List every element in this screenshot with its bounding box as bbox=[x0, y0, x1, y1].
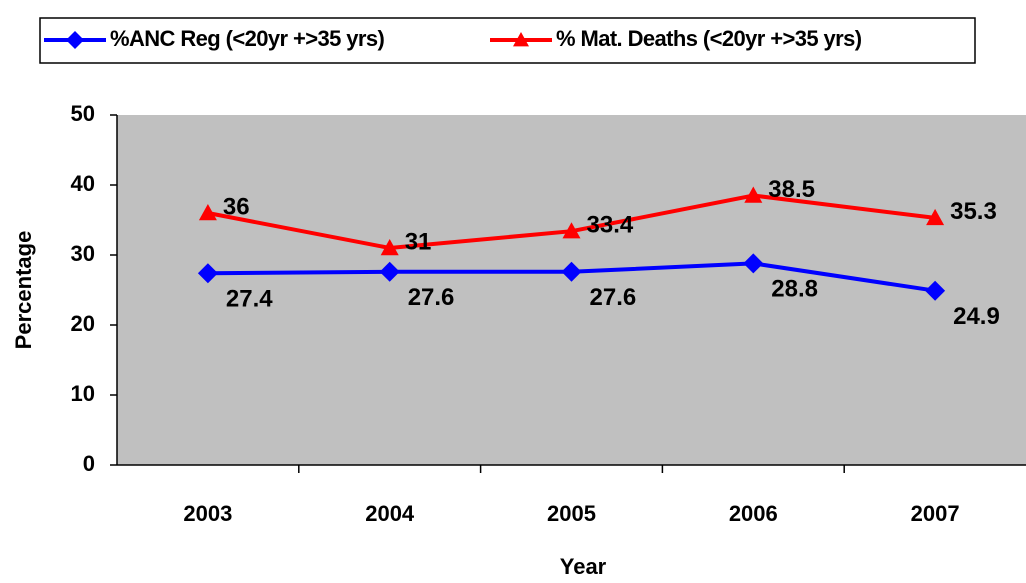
data-label: 28.8 bbox=[771, 276, 818, 303]
data-point bbox=[743, 253, 764, 274]
data-label: 27.6 bbox=[408, 284, 455, 311]
data-point bbox=[380, 239, 399, 256]
y-tick-label: 20 bbox=[71, 311, 95, 336]
data-label: 36 bbox=[223, 193, 250, 220]
legend-label: % Mat. Deaths (<20yr +>35 yrs) bbox=[556, 26, 862, 51]
data-label: 24.9 bbox=[953, 303, 1000, 330]
data-label: 38.5 bbox=[768, 176, 815, 203]
data-point bbox=[562, 222, 581, 239]
y-axis-label: Percentage bbox=[11, 231, 36, 350]
data-point bbox=[197, 263, 218, 284]
y-tick-label: 10 bbox=[71, 381, 95, 406]
legend-marker bbox=[66, 31, 84, 49]
data-label: 33.4 bbox=[587, 212, 634, 239]
x-tick-label: 2005 bbox=[547, 501, 596, 526]
x-tick-label: 2007 bbox=[911, 501, 960, 526]
data-label: 27.6 bbox=[590, 284, 637, 311]
y-tick-label: 50 bbox=[71, 101, 95, 126]
plot-area bbox=[117, 115, 1026, 465]
x-tick-label: 2004 bbox=[365, 501, 415, 526]
data-point bbox=[925, 280, 946, 301]
x-tick-label: 2006 bbox=[729, 501, 778, 526]
data-label: 27.4 bbox=[226, 286, 273, 313]
legend-marker bbox=[513, 32, 529, 47]
data-point bbox=[926, 208, 945, 226]
data-point bbox=[561, 261, 582, 282]
y-tick-label: 30 bbox=[71, 241, 95, 266]
y-tick-label: 0 bbox=[83, 451, 95, 476]
legend-label: %ANC Reg (<20yr +>35 yrs) bbox=[110, 26, 384, 51]
data-point bbox=[198, 204, 217, 221]
x-tick-label: 2003 bbox=[183, 501, 232, 526]
data-label: 31 bbox=[405, 228, 432, 255]
x-axis-label: Year bbox=[560, 554, 607, 579]
data-label: 35.3 bbox=[950, 198, 997, 225]
y-tick-label: 40 bbox=[71, 171, 95, 196]
data-point bbox=[744, 186, 763, 203]
data-point bbox=[379, 261, 400, 282]
